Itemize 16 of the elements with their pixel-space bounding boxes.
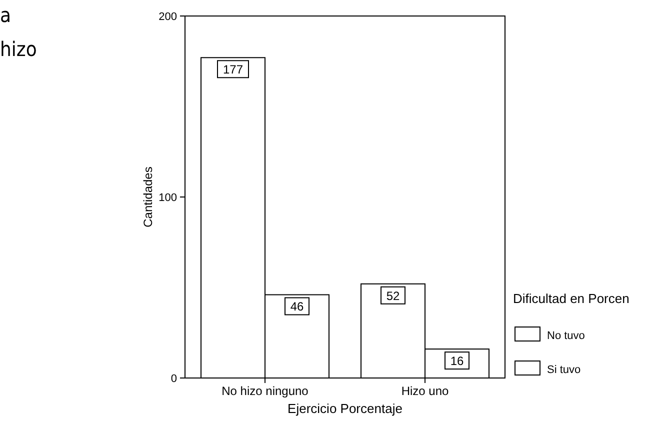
data-label: 177 [222, 62, 244, 77]
legend-title: Dificultad en Porcen [513, 291, 630, 306]
x-axis-title: Ejercicio Porcentaje [288, 401, 402, 416]
x-tick-label: Hizo uno [401, 384, 449, 398]
y-tick-label: 0 [170, 373, 177, 385]
data-label: 16 [450, 354, 464, 368]
x-tick-label: No hizo ninguno [222, 384, 309, 398]
y-tick-label: 200 [158, 11, 177, 23]
data-label: 46 [290, 300, 304, 314]
legend-label: No tuvo [547, 330, 585, 342]
y-tick-label: 100 [158, 192, 177, 204]
data-label: 52 [386, 288, 400, 303]
legend-label: Si tuvo [547, 364, 581, 376]
text: a [0, 3, 12, 27]
y-axis-title: Cantidades [141, 166, 155, 228]
text: hizo [0, 37, 37, 61]
